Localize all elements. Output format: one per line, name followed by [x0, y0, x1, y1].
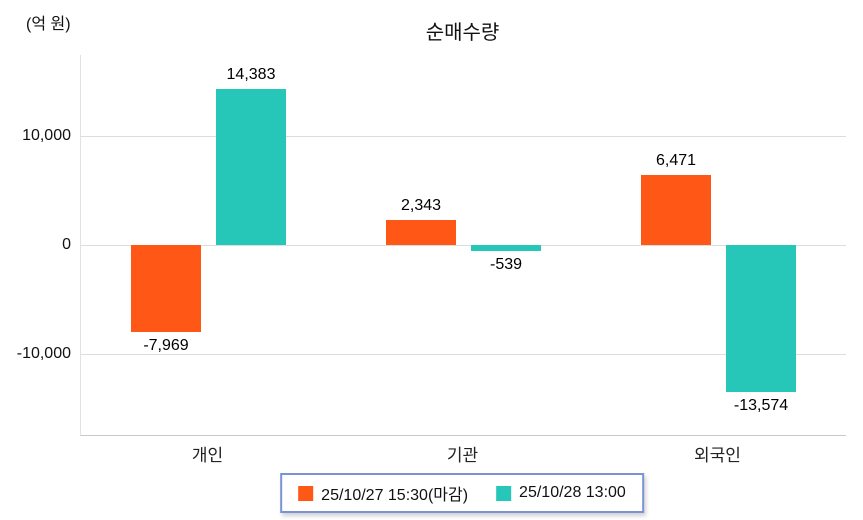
- barwrap: -13,574: [726, 55, 796, 435]
- y-axis-unit-label: (억 원): [26, 16, 71, 33]
- bar: [726, 245, 796, 393]
- bar-group-1: -7,969 14,383: [81, 55, 336, 435]
- bar-group-3: 6,471 -13,574: [591, 55, 846, 435]
- bar-group-2: 2,343 -539: [336, 55, 591, 435]
- plot-area: 10,000 0 -10,000 -7,969 14,383 2,343 -539 6,471…: [17, 55, 846, 436]
- bar: [641, 174, 711, 245]
- x-axis-label-1: 개인: [191, 446, 224, 465]
- bar-value-label: 6,471: [655, 151, 697, 169]
- legend-item: 25/10/27 15:30(마감): [298, 481, 468, 505]
- bar: [131, 245, 201, 332]
- x-axis-label-3: 외국인: [694, 446, 741, 465]
- gridline: [81, 245, 846, 246]
- x-axis-labels: 개인 기관 외국인: [80, 441, 845, 466]
- bar: [386, 219, 456, 245]
- legend: 25/10/27 15:30(마감) 25/10/28 13:00: [280, 473, 644, 513]
- x-axis-label-2: 기관: [446, 446, 479, 465]
- gridline: [81, 136, 846, 138]
- barwrap: -7,969: [131, 55, 201, 435]
- barwrap: -539: [471, 55, 541, 435]
- barwrap: 6,471: [641, 55, 711, 435]
- bar: [471, 245, 541, 251]
- bar-value-label: -539: [489, 255, 523, 273]
- barwrap: 2,343: [386, 55, 456, 435]
- bar-value-label: 14,383: [226, 65, 276, 83]
- bar-groups: -7,969 14,383 2,343 -539 6,471 -13,574: [81, 55, 846, 435]
- legend-item: 25/10/28 13:00: [496, 484, 626, 502]
- bar-value-label: 2,343: [400, 196, 442, 214]
- legend-label: 25/10/27 15:30(마감): [321, 487, 469, 504]
- gridline: [81, 353, 846, 355]
- legend-swatch-2: [496, 485, 512, 501]
- bar-value-label: -7,969: [143, 336, 189, 354]
- barwrap: 14,383: [216, 55, 286, 435]
- legend-swatch-1: [298, 485, 314, 501]
- y-tick-label: -10,000: [16, 344, 71, 362]
- y-tick-label: 10,000: [22, 127, 71, 145]
- bar-value-label: -13,574: [733, 397, 789, 415]
- legend-label: 25/10/28 13:00: [519, 484, 626, 501]
- chart-title: 순매수량: [425, 22, 500, 44]
- bar: [216, 88, 286, 245]
- y-tick-label: 0: [62, 236, 71, 253]
